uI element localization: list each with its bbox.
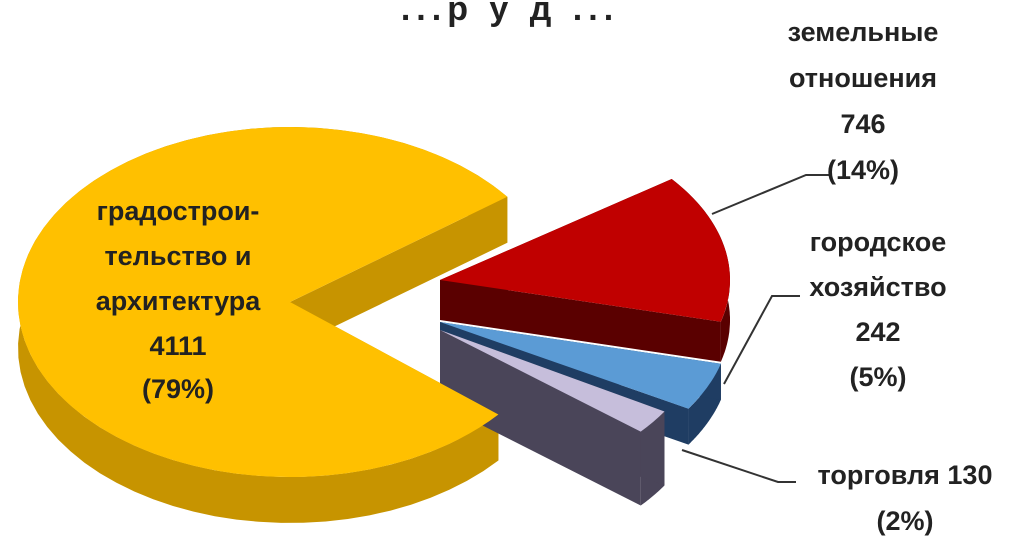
label-urban-line-1: градострои- xyxy=(97,196,260,226)
slice-trade-wall-end xyxy=(440,330,641,506)
slice-urban xyxy=(17,127,508,478)
label-city-line-2: хозяйство xyxy=(809,272,946,302)
label-land-percent: (14%) xyxy=(827,155,899,185)
slice-trade xyxy=(440,330,665,432)
label-urban-line-2: тельство и xyxy=(104,241,251,271)
chart-title-fragment: ...р у д ... xyxy=(401,0,619,28)
label-city-value: 242 xyxy=(855,317,900,347)
label-trade-percent: (2%) xyxy=(876,506,933,536)
slice-land-wall-end xyxy=(440,280,721,362)
label-urban-percent: (79%) xyxy=(142,374,214,404)
slice-urban-wall-end xyxy=(290,196,508,348)
leader-trade xyxy=(681,449,796,483)
label-city-line-1: городское xyxy=(810,227,946,257)
label-land-line-2: отношения xyxy=(789,63,937,93)
label-city-percent: (5%) xyxy=(849,362,906,392)
label-land: земельные отношения 746 (14%) xyxy=(788,17,939,185)
label-land-line-1: земельные xyxy=(788,17,939,47)
slice-land xyxy=(440,179,730,322)
slice-city xyxy=(440,322,721,409)
leader-land xyxy=(711,174,832,215)
label-trade-line-1: торговля 130 xyxy=(818,460,993,490)
label-trade: торговля 130 (2%) xyxy=(818,460,993,536)
label-land-value: 746 xyxy=(840,109,885,139)
label-city: городское хозяйство 242 (5%) xyxy=(809,227,946,392)
label-urban: градострои- тельство и архитектура 4111 … xyxy=(96,196,262,404)
label-urban-line-3: архитектура xyxy=(96,286,262,316)
leader-city xyxy=(723,295,800,385)
label-urban-value: 4111 xyxy=(149,331,206,361)
